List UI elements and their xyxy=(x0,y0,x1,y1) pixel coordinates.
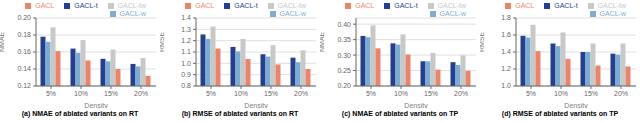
html-text:GACL-t: GACL-t xyxy=(394,2,418,9)
svg-text:0.20: 0.20 xyxy=(17,14,31,21)
svg-text:10%: 10% xyxy=(554,90,568,97)
svg-text:0.30: 0.30 xyxy=(337,52,351,59)
svg-text:0.35: 0.35 xyxy=(337,36,351,43)
svg-text:0.18: 0.18 xyxy=(17,31,31,38)
svg-text:RMSE: RMSE xyxy=(480,31,485,52)
svg-text:10%: 10% xyxy=(394,90,408,97)
svg-text:0.20: 0.20 xyxy=(337,82,351,89)
svg-text:Density: Density xyxy=(404,102,428,108)
html-text:GACL-w: GACL-w xyxy=(439,10,466,17)
svg-text:1.0: 1.0 xyxy=(181,60,191,67)
svg-text:10%: 10% xyxy=(74,90,88,97)
svg-text:1.2: 1.2 xyxy=(501,65,511,72)
html-text:GACL-w: GACL-w xyxy=(599,10,626,17)
html-text:GACL-t: GACL-t xyxy=(74,2,98,9)
svg-text:15%: 15% xyxy=(584,90,598,97)
svg-text:1.0: 1.0 xyxy=(501,82,511,89)
svg-text:0.16: 0.16 xyxy=(17,48,31,55)
html-text:GACL-tw: GACL-tw xyxy=(117,2,146,9)
svg-text:10%: 10% xyxy=(234,90,248,97)
svg-text:0.9: 0.9 xyxy=(181,71,191,78)
html-text:GACL: GACL xyxy=(355,2,375,9)
svg-text:20%: 20% xyxy=(454,90,468,97)
html-text:GACL-w: GACL-w xyxy=(119,10,146,17)
html-text:(a) NMAE of ablated variants o: (a) NMAE of ablated variants on RT xyxy=(21,110,139,117)
svg-text:1.1: 1.1 xyxy=(181,48,191,55)
svg-text:0.25: 0.25 xyxy=(337,67,351,74)
html-text:(d) RMSE of ablated variants o: (d) RMSE of ablated variants on TP xyxy=(501,110,619,117)
svg-text:Density: Density xyxy=(84,102,108,108)
html-text:GACL-t: GACL-t xyxy=(234,2,258,9)
html-text:GACL-tw: GACL-tw xyxy=(277,2,306,9)
svg-text:Density: Density xyxy=(564,102,588,108)
svg-text:1.4: 1.4 xyxy=(501,48,511,55)
svg-text:1.8: 1.8 xyxy=(501,14,511,21)
svg-text:1.6: 1.6 xyxy=(501,31,511,38)
html-text:GACL-tw: GACL-tw xyxy=(597,2,626,9)
html-text:GACL-t: GACL-t xyxy=(554,2,578,9)
html-text:GACL: GACL xyxy=(195,2,215,9)
svg-text:RMSE: RMSE xyxy=(160,31,165,52)
svg-text:5%: 5% xyxy=(46,90,56,97)
svg-text:1.2: 1.2 xyxy=(181,37,191,44)
svg-text:1.4: 1.4 xyxy=(181,14,191,21)
svg-text:15%: 15% xyxy=(104,90,118,97)
svg-text:20%: 20% xyxy=(294,90,308,97)
svg-text:Density: Density xyxy=(244,102,268,108)
svg-text:0.12: 0.12 xyxy=(17,82,31,89)
svg-text:5%: 5% xyxy=(206,90,216,97)
svg-text:1.3: 1.3 xyxy=(181,26,191,33)
html-text:GACL: GACL xyxy=(515,2,535,9)
svg-text:5%: 5% xyxy=(526,90,536,97)
svg-text:15%: 15% xyxy=(264,90,278,97)
svg-text:5%: 5% xyxy=(366,90,376,97)
svg-text:0.14: 0.14 xyxy=(17,65,31,72)
html-text:GACL-tw: GACL-tw xyxy=(437,2,466,9)
svg-text:NMAE: NMAE xyxy=(320,31,325,52)
svg-text:15%: 15% xyxy=(424,90,438,97)
html-text:(c) NMAE of ablated variants o: (c) NMAE of ablated variants on TP xyxy=(341,110,459,117)
svg-text:20%: 20% xyxy=(134,90,148,97)
svg-text:0.40: 0.40 xyxy=(337,21,351,28)
svg-text:0.8: 0.8 xyxy=(181,82,191,89)
html-text:GACL-w: GACL-w xyxy=(279,10,306,17)
svg-text:20%: 20% xyxy=(614,90,628,97)
html-text:GACL: GACL xyxy=(35,2,55,9)
html-text:(b) RMSE of ablated variants o: (b) RMSE of ablated variants on RT xyxy=(181,110,299,117)
